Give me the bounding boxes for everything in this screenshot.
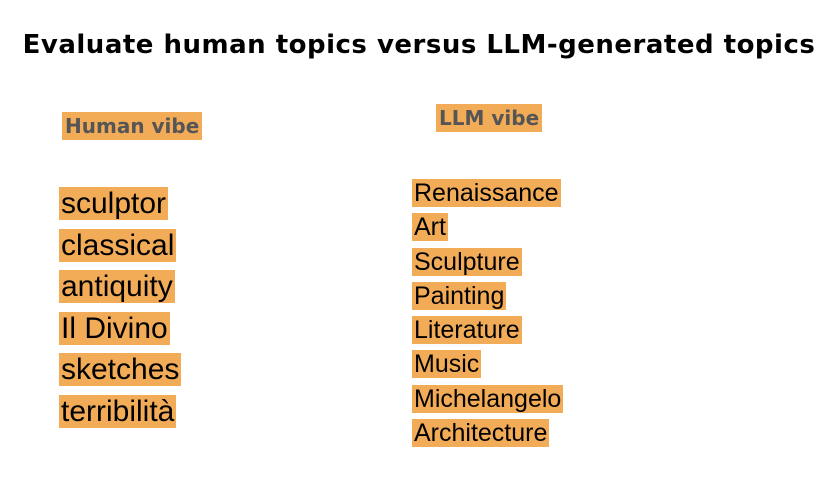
llm-topic-item: Sculpture [412, 245, 563, 279]
llm-topic-word: Sculpture [412, 247, 522, 276]
llm-topic-word: Architecture [412, 419, 550, 448]
llm-topic-word: Literature [412, 316, 522, 345]
llm-topic-item: Art [412, 210, 563, 244]
llm-topic-list: Renaissance Art Sculpture Painting Liter… [412, 176, 564, 450]
llm-topic-word: Music [412, 350, 482, 379]
human-topic-item: classical [59, 225, 181, 267]
human-topic-word: sculptor [59, 187, 169, 220]
slide-title: Evaluate human topics versus LLM-generat… [22, 30, 816, 60]
human-topic-item: antiquity [59, 266, 181, 308]
llm-topic-word: Renaissance [412, 179, 561, 207]
human-vibe-label: Human vibe [62, 112, 203, 140]
llm-topic-item: Michelangelo [412, 382, 564, 416]
llm-topic-item: Renaissance [412, 176, 563, 210]
llm-topic-word: Michelangelo [412, 384, 564, 413]
llm-vibe-label: LLM vibe [436, 104, 543, 132]
llm-topic-item: Literature [412, 313, 563, 347]
human-topic-item: Il Divino [59, 308, 181, 350]
human-topic-word: sketches [59, 353, 182, 386]
human-topic-word: classical [59, 228, 177, 262]
human-topic-item: terribilità [59, 391, 181, 433]
human-topic-item: sculptor [59, 183, 181, 225]
human-topic-item: sketches [59, 349, 182, 391]
llm-topic-item: Painting [412, 279, 563, 313]
human-topic-word: antiquity [59, 270, 175, 303]
llm-topic-word: Painting [412, 281, 507, 310]
human-topic-word: Il Divino [59, 311, 170, 345]
llm-topic-word: Art [412, 213, 448, 242]
llm-topic-item: Architecture [412, 416, 563, 450]
human-topic-word: terribilità [59, 394, 177, 428]
llm-topic-item: Music [412, 347, 563, 381]
human-topic-list: sculptor classical antiquity Il Divino s… [59, 183, 182, 433]
